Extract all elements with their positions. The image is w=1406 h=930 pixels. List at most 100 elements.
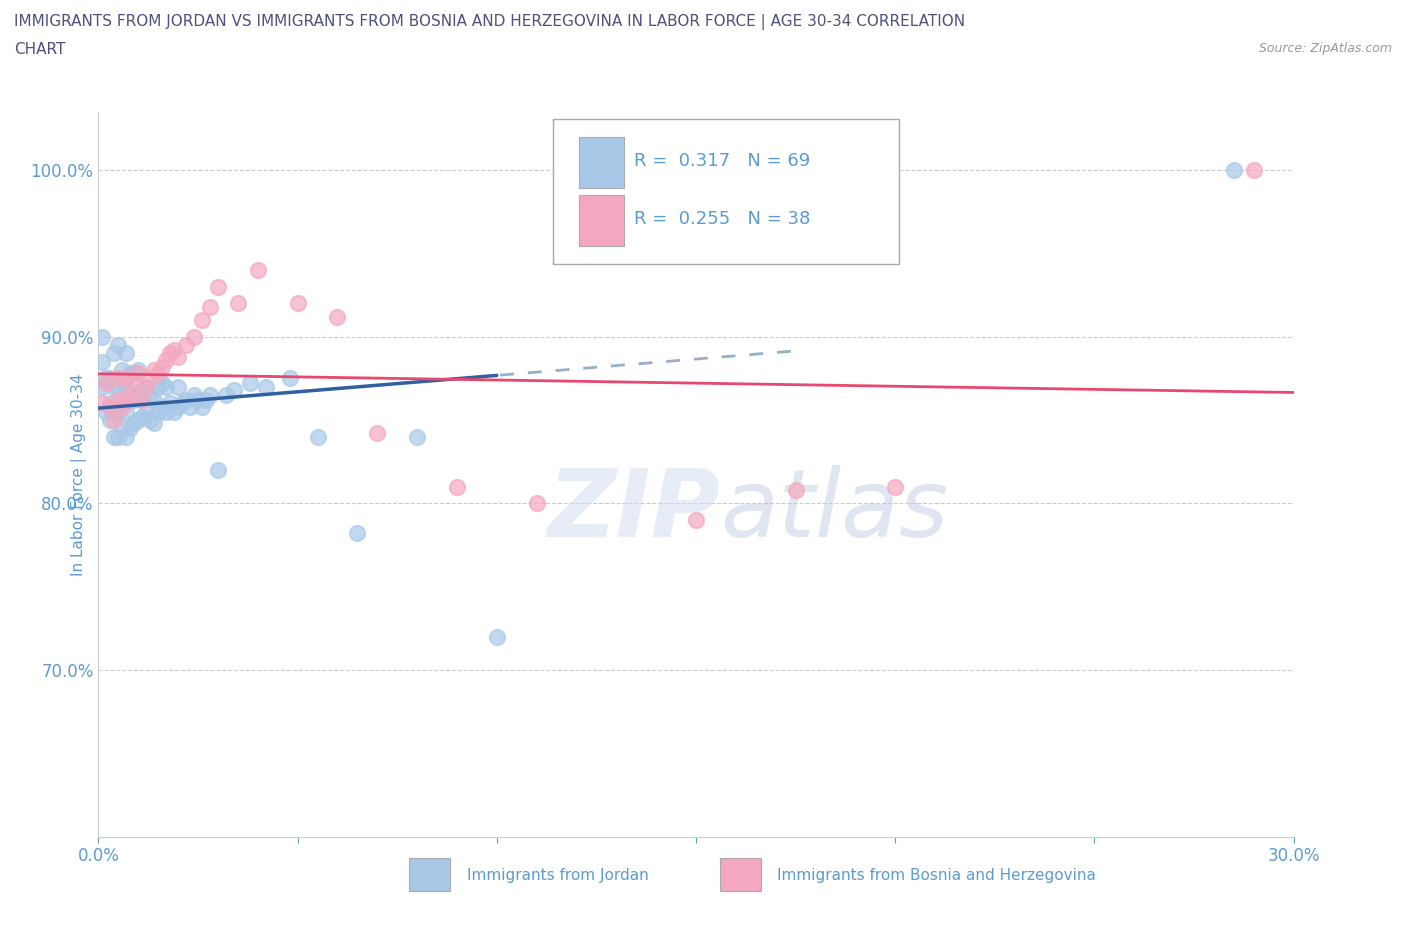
Point [884, 479, 907, 494]
Point [159, 396, 181, 411]
Y-axis label: In Labor Force | Age 30-34: In Labor Force | Age 30-34 [72, 373, 87, 576]
Point [111, 363, 134, 378]
Point [96, 371, 118, 386]
Point [98, 399, 122, 414]
Point [135, 405, 157, 419]
Text: Source: ZipAtlas.com: Source: ZipAtlas.com [1258, 42, 1392, 55]
Point [115, 379, 138, 394]
Point [155, 352, 177, 367]
Bar [579, 137, 624, 188]
Point [239, 376, 262, 391]
Point [107, 430, 129, 445]
Point [127, 413, 149, 428]
Point [124, 392, 146, 407]
Point [103, 346, 125, 361]
Point [103, 379, 125, 394]
Point [139, 413, 162, 428]
Bar [579, 195, 624, 246]
Point [287, 296, 309, 311]
Text: CHART: CHART [14, 42, 66, 57]
Text: Immigrants from Jordan: Immigrants from Jordan [467, 868, 648, 883]
Point [155, 379, 177, 394]
Point [485, 630, 508, 644]
Point [115, 392, 138, 407]
Point [215, 388, 238, 403]
Point [183, 329, 205, 344]
Text: IMMIGRANTS FROM JORDAN VS IMMIGRANTS FROM BOSNIA AND HERZEGOVINA IN LABOR FORCE : IMMIGRANTS FROM JORDAN VS IMMIGRANTS FRO… [14, 14, 965, 30]
Point [446, 479, 468, 494]
Text: atlas: atlas [720, 465, 948, 556]
Point [115, 430, 138, 445]
Point [120, 392, 142, 407]
Point [120, 388, 142, 403]
Point [1243, 163, 1265, 178]
Text: R =  0.255   N = 38: R = 0.255 N = 38 [634, 210, 810, 228]
Point [785, 483, 807, 498]
Point [124, 376, 146, 391]
Point [91, 396, 114, 411]
Point [107, 405, 129, 419]
Point [179, 399, 201, 414]
Point [174, 338, 197, 352]
Point [326, 310, 349, 325]
Text: Immigrants from Bosnia and Herzegovina: Immigrants from Bosnia and Herzegovina [778, 868, 1097, 883]
Point [139, 388, 162, 403]
Point [167, 399, 190, 414]
Point [96, 376, 118, 391]
Point [91, 329, 114, 344]
Point [120, 366, 142, 381]
Point [124, 366, 146, 381]
Point [131, 392, 153, 407]
Point [1223, 163, 1246, 178]
Point [96, 405, 118, 419]
Point [98, 396, 122, 411]
Point [131, 382, 153, 397]
Point [103, 413, 125, 428]
Point [150, 376, 173, 391]
Point [207, 463, 229, 478]
Point [346, 526, 368, 541]
Point [127, 388, 149, 403]
Bar [409, 858, 450, 891]
Point [150, 399, 173, 414]
Point [148, 379, 170, 394]
Point [143, 363, 166, 378]
Bar [720, 858, 761, 891]
Point [111, 421, 134, 436]
Point [526, 496, 548, 511]
Point [183, 388, 205, 403]
Point [222, 382, 245, 397]
Point [127, 366, 149, 381]
Point [131, 409, 153, 424]
Point [127, 363, 149, 378]
Point [174, 392, 197, 407]
Point [115, 371, 138, 386]
Point [198, 299, 221, 314]
Point [163, 405, 186, 419]
Point [135, 379, 157, 394]
Point [91, 354, 114, 369]
Point [107, 371, 129, 386]
Point [103, 430, 125, 445]
Point [685, 512, 707, 527]
Point [111, 396, 134, 411]
Point [155, 405, 177, 419]
Point [115, 346, 138, 361]
Point [187, 392, 209, 407]
Point [143, 392, 166, 407]
Point [139, 371, 162, 386]
Point [207, 279, 229, 294]
Point [143, 416, 166, 431]
Point [91, 379, 114, 394]
Point [226, 296, 249, 311]
Text: ZIP: ZIP [547, 465, 720, 556]
Text: R =  0.317   N = 69: R = 0.317 N = 69 [634, 152, 810, 170]
Point [163, 342, 186, 357]
Point [167, 350, 190, 365]
Point [198, 388, 221, 403]
Point [103, 405, 125, 419]
Point [107, 392, 129, 407]
Point [167, 379, 190, 394]
Point [120, 421, 142, 436]
Point [124, 416, 146, 431]
